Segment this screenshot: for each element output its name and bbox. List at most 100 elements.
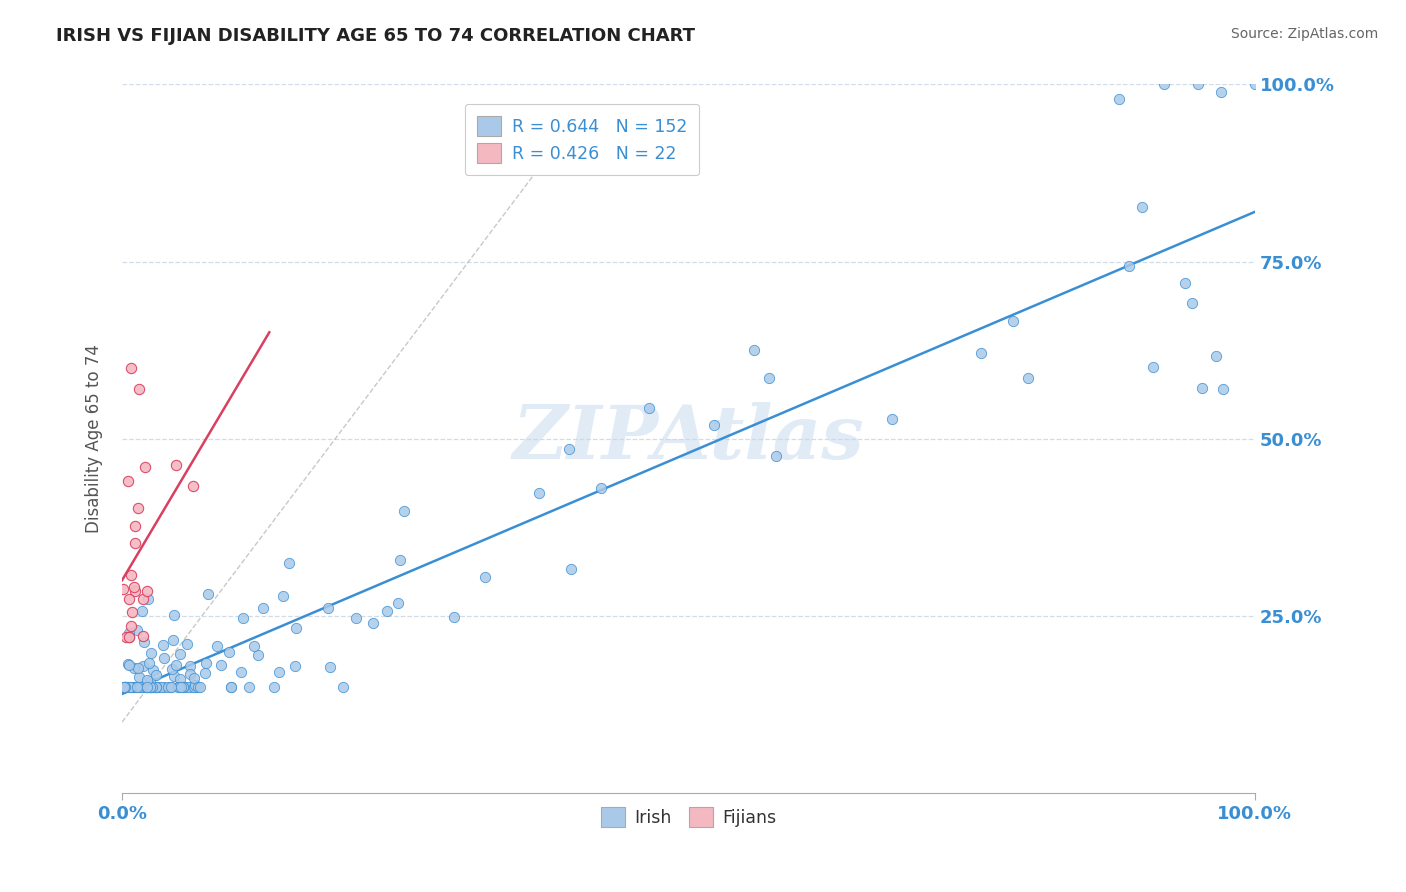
Point: [165, 458, 187, 472]
Point: [124, 518, 146, 533]
Point: [180, 680, 202, 694]
Point: [145, 680, 167, 694]
Point: [209, 658, 232, 673]
Point: [242, 639, 264, 653]
Point: [129, 680, 152, 694]
Point: [184, 678, 207, 692]
Point: [1108, 92, 1130, 106]
Point: [319, 660, 342, 674]
Point: [179, 667, 201, 681]
Point: [139, 680, 162, 694]
Point: [138, 680, 160, 694]
Point: [117, 630, 139, 644]
Point: [114, 680, 136, 694]
Point: [152, 638, 174, 652]
Point: [139, 680, 162, 694]
Point: [1209, 85, 1232, 99]
Point: [527, 485, 550, 500]
Point: [197, 586, 219, 600]
Point: [131, 658, 153, 673]
Point: [115, 680, 138, 694]
Point: [125, 680, 148, 694]
Point: [742, 343, 765, 357]
Point: [134, 460, 156, 475]
Point: [112, 680, 135, 694]
Point: [132, 680, 155, 694]
Point: [138, 656, 160, 670]
Point: [122, 580, 145, 594]
Point: [377, 604, 399, 618]
Point: [120, 680, 142, 694]
Point: [128, 680, 150, 694]
Legend: Irish, Fijians: Irish, Fijians: [595, 800, 783, 834]
Point: [1244, 78, 1267, 92]
Point: [121, 680, 143, 694]
Point: [160, 662, 183, 676]
Point: [132, 629, 155, 643]
Point: [332, 680, 354, 694]
Point: [229, 665, 252, 680]
Point: [136, 680, 159, 694]
Point: [387, 596, 409, 610]
Point: [165, 657, 187, 672]
Point: [128, 382, 150, 396]
Point: [1118, 259, 1140, 273]
Point: [318, 600, 340, 615]
Point: [219, 680, 242, 694]
Point: [145, 668, 167, 682]
Point: [344, 611, 367, 625]
Point: [159, 680, 181, 694]
Point: [181, 479, 204, 493]
Point: [120, 619, 142, 633]
Point: [112, 680, 135, 694]
Point: [114, 680, 136, 694]
Point: [558, 442, 581, 456]
Point: [112, 582, 135, 596]
Point: [131, 680, 153, 694]
Point: [163, 607, 186, 622]
Point: [117, 591, 139, 606]
Point: [145, 680, 167, 694]
Point: [146, 680, 169, 694]
Point: [149, 680, 172, 694]
Point: [174, 680, 197, 694]
Point: [146, 680, 169, 694]
Point: [118, 680, 141, 694]
Point: [169, 647, 191, 661]
Point: [141, 646, 163, 660]
Point: [560, 561, 582, 575]
Point: [765, 449, 787, 463]
Point: [246, 648, 269, 663]
Point: [135, 680, 157, 694]
Point: [1142, 359, 1164, 374]
Point: [1191, 381, 1213, 395]
Point: [125, 680, 148, 694]
Point: [205, 639, 228, 653]
Text: Source: ZipAtlas.com: Source: ZipAtlas.com: [1230, 27, 1378, 41]
Point: [443, 610, 465, 624]
Point: [122, 680, 145, 694]
Point: [124, 536, 146, 550]
Point: [127, 661, 149, 675]
Point: [474, 570, 496, 584]
Point: [120, 567, 142, 582]
Point: [131, 604, 153, 618]
Point: [135, 680, 157, 694]
Text: IRISH VS FIJIAN DISABILITY AGE 65 TO 74 CORRELATION CHART: IRISH VS FIJIAN DISABILITY AGE 65 TO 74 …: [56, 27, 695, 45]
Point: [142, 664, 165, 678]
Point: [114, 680, 136, 694]
Point: [132, 592, 155, 607]
Point: [271, 589, 294, 603]
Point: [128, 680, 150, 694]
Point: [188, 680, 211, 694]
Point: [120, 360, 142, 375]
Text: ZIPAtlas: ZIPAtlas: [513, 402, 865, 475]
Point: [112, 680, 135, 694]
Point: [135, 680, 157, 694]
Point: [115, 630, 138, 644]
Point: [284, 658, 307, 673]
Point: [128, 670, 150, 684]
Y-axis label: Disability Age 65 to 74: Disability Age 65 to 74: [86, 344, 103, 533]
Point: [152, 680, 174, 694]
Point: [120, 680, 142, 694]
